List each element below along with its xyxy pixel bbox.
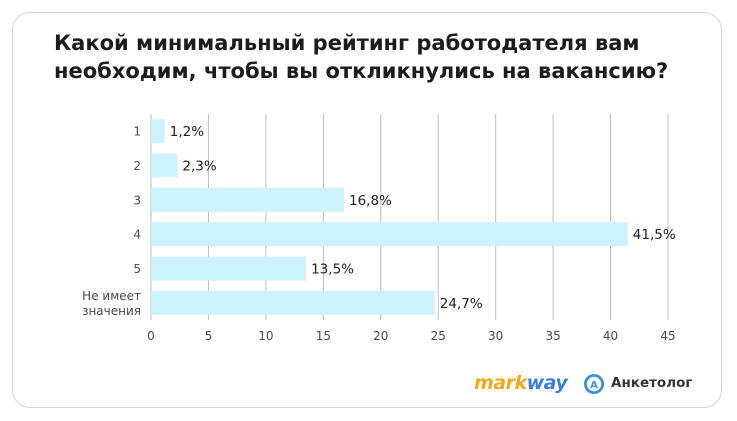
data-label: 2,3%	[182, 159, 216, 175]
markway-logo-part1: mark	[474, 372, 527, 394]
bar	[151, 222, 628, 247]
x-tick-label: 0	[147, 329, 155, 343]
data-label: 1,2%	[170, 124, 204, 140]
markway-logo: markway	[474, 372, 568, 394]
bar	[151, 187, 345, 212]
category-label: 1	[133, 125, 141, 139]
category-label: Не имеет значения	[82, 289, 141, 318]
data-label: 16,8%	[349, 193, 392, 209]
anketolog-logo-icon: A	[584, 374, 604, 394]
chart-card	[12, 12, 722, 408]
bar	[151, 290, 435, 315]
anketolog-icon-letter: A	[590, 380, 598, 391]
x-tick-label: 10	[258, 329, 273, 343]
x-tick-label: 15	[316, 329, 331, 343]
x-tick-label: 40	[603, 329, 618, 343]
category-label: 4	[133, 228, 141, 242]
x-tick-label: 20	[373, 329, 388, 343]
bar	[151, 256, 307, 281]
markway-logo-part2: way	[526, 372, 568, 394]
category-label: 5	[133, 262, 141, 276]
x-tick-label: 25	[431, 329, 446, 343]
x-tick-label: 30	[488, 329, 503, 343]
x-tick-label: 5	[205, 329, 213, 343]
x-tick-label: 35	[545, 329, 560, 343]
category-label: 3	[133, 193, 141, 207]
x-tick-label: 45	[660, 329, 675, 343]
chart-title: Какой минимальный рейтинг работодателя в…	[54, 31, 669, 83]
bar	[151, 119, 165, 144]
category-label: 2	[133, 159, 141, 173]
bar	[151, 153, 178, 178]
data-label: 41,5%	[633, 227, 676, 243]
anketolog-logo-label: Анкетолог	[611, 375, 693, 391]
data-label: 13,5%	[311, 262, 354, 278]
data-label: 24,7%	[440, 296, 483, 312]
